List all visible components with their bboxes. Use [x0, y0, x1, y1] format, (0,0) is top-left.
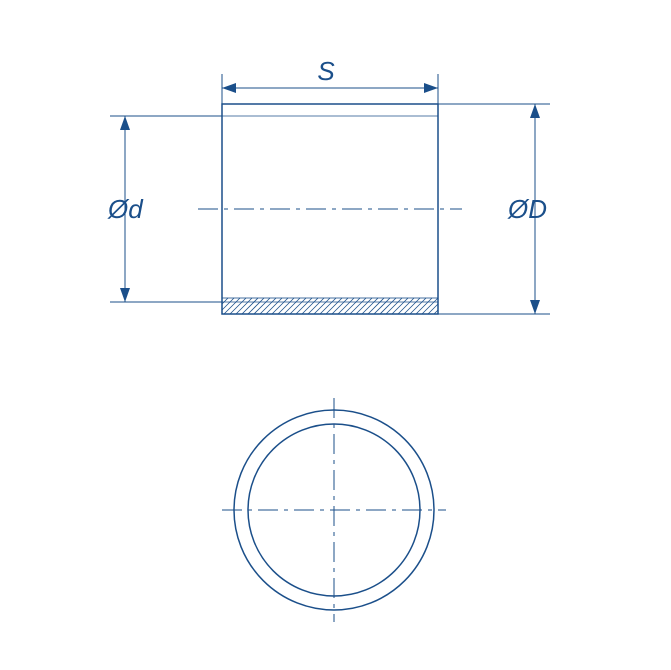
dimension-S: S: [222, 56, 438, 104]
end-plan-view: [222, 398, 446, 622]
dimension-label-S: S: [317, 56, 335, 86]
bushing-technical-drawing: S Ød ØD: [0, 0, 671, 670]
side-elevation-view: S Ød ØD: [107, 56, 550, 314]
dimension-label-d: Ød: [107, 194, 144, 224]
dimension-label-D: ØD: [507, 194, 547, 224]
section-hatch: [222, 298, 438, 314]
